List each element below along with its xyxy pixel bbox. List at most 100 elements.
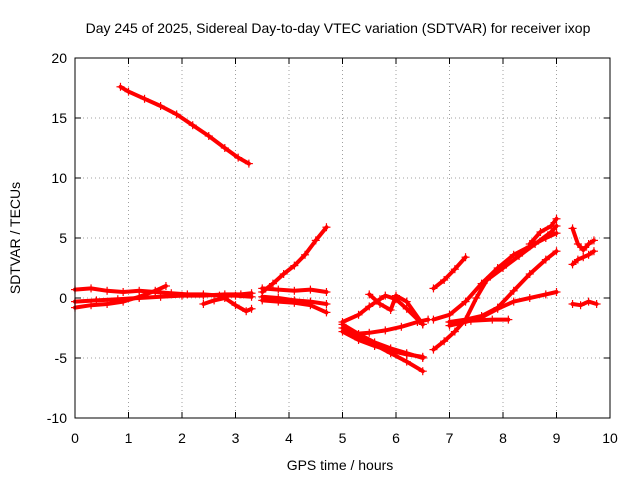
data-point: [488, 315, 497, 324]
data-point: [338, 318, 347, 326]
data-point: [290, 286, 299, 295]
data-point: [279, 270, 288, 278]
data-point: [573, 255, 582, 264]
data-point: [477, 279, 486, 288]
data-point: [568, 260, 577, 269]
data-point: [579, 253, 588, 262]
data-point: [386, 349, 395, 358]
data-point: [418, 367, 427, 376]
data-point: [156, 102, 165, 110]
data-point: [461, 297, 470, 306]
data-point: [547, 222, 556, 230]
data-point: [386, 306, 395, 314]
data-point: [552, 229, 561, 238]
x-tick-label: 6: [392, 430, 400, 446]
data-point: [124, 87, 133, 96]
x-tick-label: 7: [446, 430, 454, 446]
data-point: [525, 240, 534, 248]
data-point: [402, 350, 411, 359]
y-tick-label: 0: [59, 290, 67, 306]
x-tick-label: 4: [285, 430, 293, 446]
data-point: [210, 296, 219, 305]
grid-lines: [75, 58, 610, 418]
data-point: [156, 292, 165, 301]
data-point: [525, 294, 534, 302]
data-point: [573, 240, 582, 248]
tick-labels: 0 1 2 3 4 5 6 7 8 9 10 -10 -5 0 5 10 15 20: [47, 50, 618, 446]
data-point: [242, 307, 251, 316]
data-point: [472, 294, 481, 302]
data-point: [116, 82, 125, 91]
data-point: [418, 352, 427, 361]
y-tick-label: -5: [55, 350, 68, 366]
data-point: [274, 297, 283, 306]
data-point: [220, 294, 229, 302]
data-point: [584, 250, 593, 259]
y-tick-label: 20: [51, 50, 67, 66]
data-point: [509, 297, 518, 306]
data-point: [87, 284, 96, 293]
y-tick-label: 5: [59, 230, 67, 246]
series-s22: [527, 216, 559, 246]
data-point: [140, 94, 149, 103]
data-point: [429, 315, 438, 324]
data-point: [244, 159, 253, 168]
data-point: [161, 282, 170, 290]
data-point: [397, 322, 406, 331]
data-point: [135, 294, 144, 302]
y-tick-label: 15: [51, 110, 67, 126]
data-point: [429, 345, 438, 354]
data-point: [199, 300, 208, 308]
data-point: [466, 316, 475, 325]
x-tick-label: 2: [178, 430, 186, 446]
series-s6: [260, 225, 329, 294]
data-point: [311, 236, 320, 245]
data-point: [306, 301, 315, 310]
data-point: [584, 240, 593, 248]
x-axis-label: GPS time / hours: [287, 457, 394, 473]
data-point: [236, 290, 245, 299]
data-point: [199, 291, 208, 300]
data-point: [349, 330, 358, 338]
data-point: [552, 214, 561, 223]
data-point: [234, 153, 243, 162]
series-s13: [340, 293, 425, 327]
data-point: [290, 261, 299, 270]
data-point: [322, 300, 331, 308]
data-point: [429, 284, 438, 293]
data-point: [258, 296, 267, 305]
data-point: [103, 286, 112, 295]
data-point: [440, 337, 449, 346]
series-s16: [431, 255, 468, 291]
data-point: [178, 291, 186, 300]
data-point: [418, 320, 427, 329]
data-point: [541, 290, 550, 299]
data-point: [536, 228, 545, 236]
data-point: [461, 253, 470, 262]
x-tick-label: 10: [602, 430, 618, 446]
x-tick-label: 8: [499, 430, 507, 446]
data-point: [258, 284, 267, 293]
axis-ticks: [74, 57, 611, 419]
data-point: [493, 304, 502, 313]
data-point: [92, 296, 101, 305]
data-point: [509, 250, 518, 259]
data-point: [568, 224, 577, 233]
data-point: [402, 297, 411, 306]
data-point: [365, 290, 374, 299]
chart-title: Day 245 of 2025, Sidereal Day-to-day VTE…: [86, 20, 591, 36]
series-s4: [73, 291, 254, 304]
data-point: [220, 144, 229, 152]
data-point: [188, 121, 197, 130]
data-point: [584, 297, 593, 306]
data-point: [445, 318, 454, 326]
series-s21: [447, 317, 511, 324]
data-point: [322, 223, 331, 232]
data-point: [592, 300, 601, 308]
data-point: [365, 302, 374, 311]
data-point: [268, 279, 277, 288]
data-point: [365, 328, 374, 337]
x-tick-label: 5: [339, 430, 347, 446]
data-point: [525, 270, 534, 278]
